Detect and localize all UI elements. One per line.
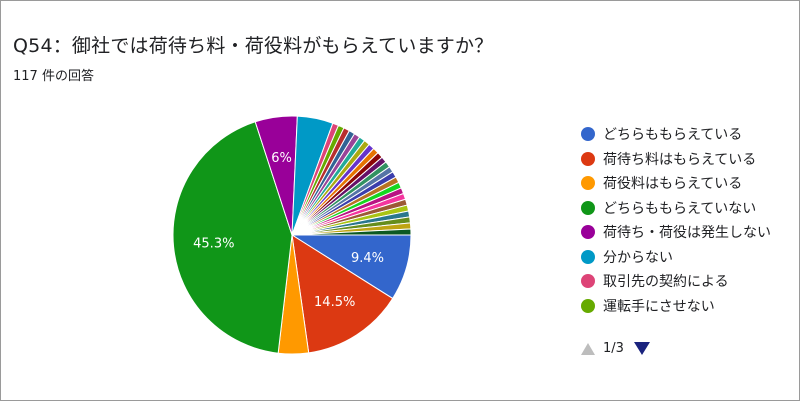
legend-color-dot [581, 225, 595, 240]
legend: どちらももらえている 荷待ち料はもらえている 荷役料はもらえている どちらももら… [581, 122, 771, 318]
legend-item[interactable]: 取引先の契約による [581, 269, 771, 294]
page-indicator: 1/3 [603, 341, 624, 356]
legend-label: 取引先の契約による [603, 274, 729, 291]
pie-slice[interactable] [291, 234, 394, 354]
legend-label: 荷役料はもらえている [603, 176, 743, 193]
legend-color-dot [581, 151, 595, 166]
legend-pager: 1/3 [581, 341, 650, 356]
slice-label: 45.3% [193, 237, 234, 252]
legend-color-dot [581, 249, 595, 264]
slice-label: 9.4% [351, 251, 384, 266]
legend-label: どちらももらえている [603, 127, 743, 144]
pie-slice[interactable] [291, 228, 412, 236]
legend-item[interactable]: 荷待ち料はもらえている [581, 147, 771, 172]
pie-slice[interactable] [172, 121, 293, 354]
legend-item[interactable]: 荷待ち・荷役は発生しない [581, 220, 771, 245]
legend-item[interactable]: どちらももらえていない [581, 196, 771, 221]
legend-color-dot [581, 127, 595, 142]
legend-item[interactable]: 分からない [581, 245, 771, 270]
legend-color-dot [581, 176, 595, 191]
previous-page-icon[interactable] [581, 342, 595, 355]
next-page-icon[interactable] [633, 342, 650, 355]
response-count: 117 件の回答 [13, 69, 94, 84]
legend-label: 荷待ち・荷役は発生しない [603, 225, 771, 242]
pie-chart: 9.4% 14.5% 45.3% 6% [172, 115, 412, 355]
legend-item[interactable]: 運転手にさせない [581, 294, 771, 319]
legend-item[interactable]: 荷役料はもらえている [581, 171, 771, 196]
legend-item[interactable]: どちらももらえている [581, 122, 771, 147]
slice-label: 14.5% [314, 295, 355, 310]
slice-label: 6% [271, 151, 292, 166]
legend-color-dot [581, 298, 595, 313]
legend-label: 荷待ち料はもらえている [603, 151, 757, 168]
legend-label: 運転手にさせない [603, 298, 715, 315]
legend-color-dot [581, 274, 595, 289]
legend-label: 分からない [603, 249, 673, 266]
question-title: Q54：御社では荷待ち料・荷役料がもらえていますか？ [13, 35, 494, 57]
legend-color-dot [581, 200, 595, 215]
legend-label: どちらももらえていない [603, 200, 757, 217]
